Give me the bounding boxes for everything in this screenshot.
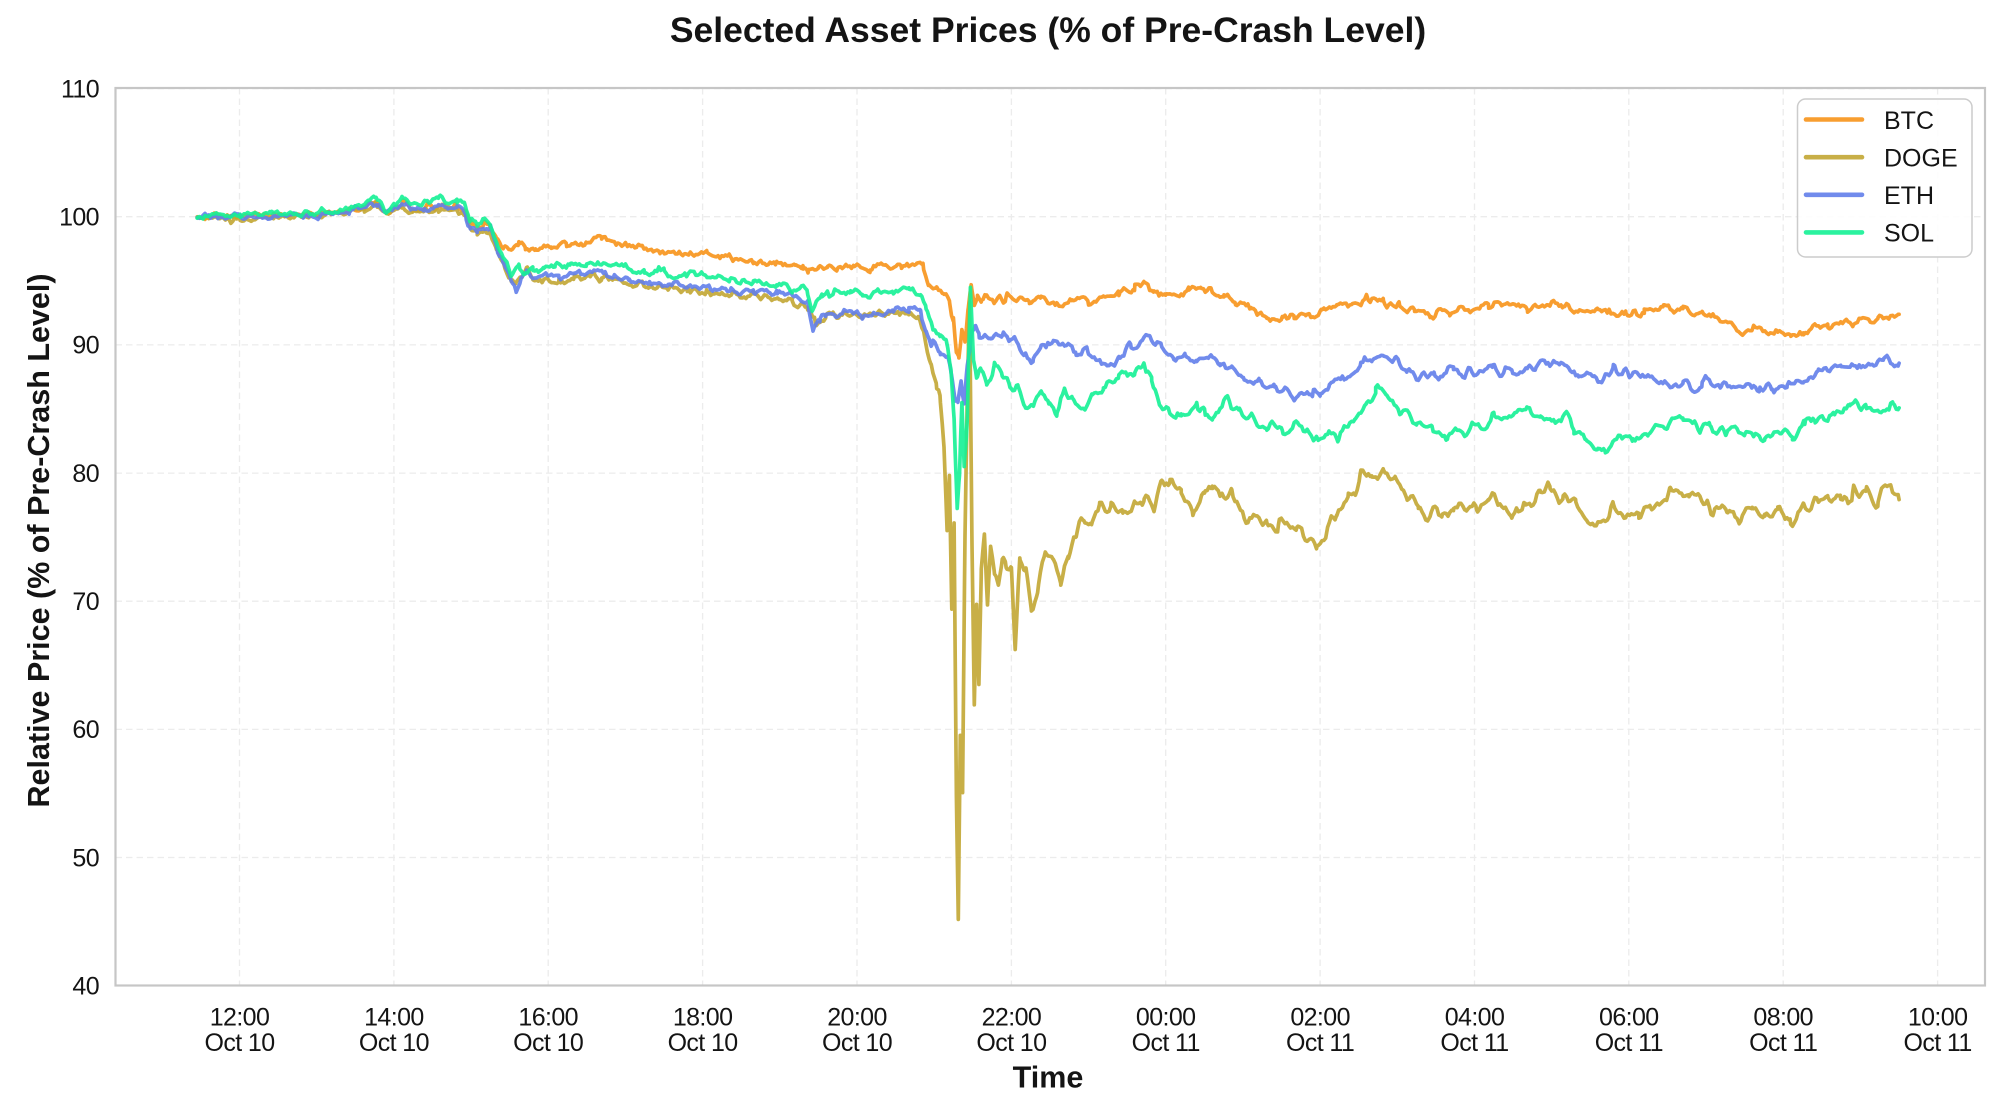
svg-text:Oct 10: Oct 10 [668,1029,738,1057]
svg-text:04:00: 04:00 [1445,1003,1505,1031]
svg-text:00:00: 00:00 [1136,1003,1196,1031]
svg-text:Selected Asset Prices (% of Pr: Selected Asset Prices (% of Pre-Crash Le… [670,10,1426,50]
svg-text:Oct 11: Oct 11 [1132,1029,1200,1057]
svg-text:20:00: 20:00 [827,1003,887,1031]
svg-text:14:00: 14:00 [364,1003,424,1031]
svg-text:100: 100 [59,204,99,232]
svg-text:22:00: 22:00 [982,1003,1042,1031]
svg-text:60: 60 [72,716,99,744]
svg-text:08:00: 08:00 [1753,1003,1813,1031]
svg-text:Relative Price (% of Pre-Crash: Relative Price (% of Pre-Crash Level) [22,274,56,808]
svg-text:10:00: 10:00 [1908,1003,1968,1031]
svg-text:Oct 11: Oct 11 [1749,1029,1817,1057]
svg-text:Oct 10: Oct 10 [359,1029,429,1057]
svg-text:40: 40 [72,973,99,1001]
svg-text:12:00: 12:00 [210,1003,270,1031]
svg-text:16:00: 16:00 [518,1003,578,1031]
svg-text:18:00: 18:00 [673,1003,733,1031]
svg-text:50: 50 [72,844,99,872]
svg-text:Oct 11: Oct 11 [1440,1029,1508,1057]
svg-text:DOGE: DOGE [1884,145,1958,173]
svg-text:06:00: 06:00 [1599,1003,1659,1031]
svg-text:Oct 10: Oct 10 [822,1029,892,1057]
svg-text:Oct 11: Oct 11 [1595,1029,1663,1057]
svg-text:110: 110 [61,75,99,103]
svg-text:Oct 10: Oct 10 [976,1029,1046,1057]
svg-text:Oct 10: Oct 10 [204,1029,274,1057]
svg-text:Oct 11: Oct 11 [1903,1029,1971,1057]
svg-text:ETH: ETH [1884,182,1934,210]
svg-text:90: 90 [72,332,99,360]
svg-text:SOL: SOL [1884,220,1934,248]
svg-text:80: 80 [72,460,99,488]
svg-text:70: 70 [72,588,99,616]
svg-text:Time: Time [1013,1061,1084,1095]
svg-text:02:00: 02:00 [1290,1003,1350,1031]
svg-text:BTC: BTC [1884,107,1934,135]
svg-text:Oct 11: Oct 11 [1286,1029,1354,1057]
svg-text:Oct 10: Oct 10 [513,1029,583,1057]
